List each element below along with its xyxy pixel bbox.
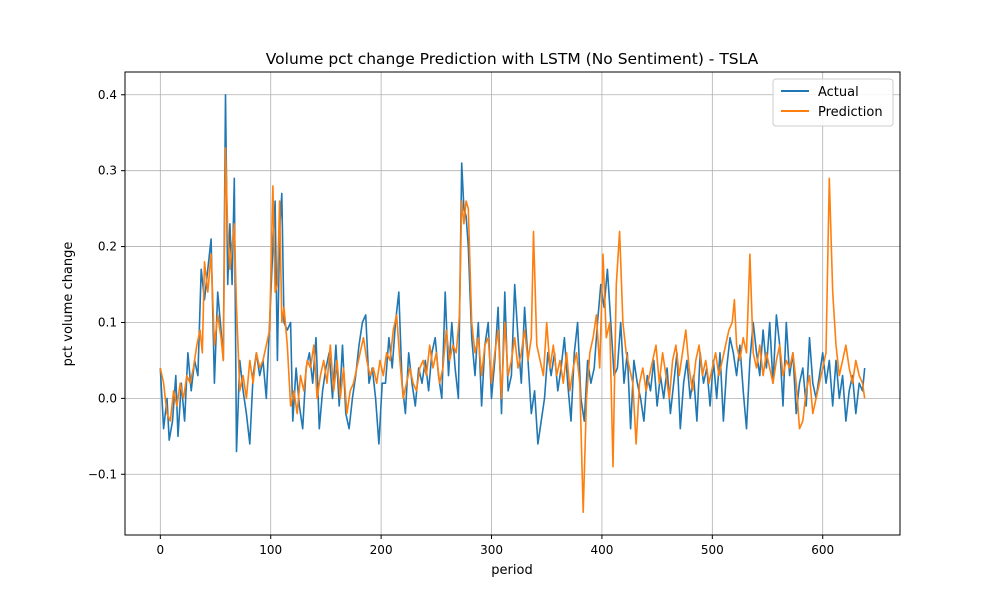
- x-tick-label: 300: [480, 543, 503, 557]
- x-tick-label: 600: [811, 543, 834, 557]
- x-tick-label: 0: [157, 543, 165, 557]
- x-tick-label: 100: [259, 543, 282, 557]
- chart-title: Volume pct change Prediction with LSTM (…: [266, 50, 759, 68]
- series-lines: [159, 94, 866, 514]
- x-axis-ticks: 0 100 200 300 400 500 600: [157, 535, 834, 557]
- y-tick-label: 0.1: [98, 315, 117, 329]
- y-tick-label: 0.0: [98, 391, 117, 405]
- x-tick-label: 500: [701, 543, 724, 557]
- series-line-prediction: [159, 147, 866, 514]
- y-tick-label: 0.2: [98, 240, 117, 254]
- plot-frame: [124, 71, 901, 536]
- x-tick-label: 400: [590, 543, 613, 557]
- y-tick-label: 0.4: [98, 88, 117, 102]
- y-axis-title: pct volume change: [61, 242, 76, 367]
- x-tick-label: 200: [370, 543, 393, 557]
- legend: Actual Prediction: [772, 78, 894, 127]
- legend-label-actual: Actual: [818, 85, 859, 100]
- y-tick-label: −0.1: [88, 467, 117, 481]
- legend-label-prediction: Prediction: [818, 105, 883, 120]
- y-axis-ticks: −0.1 0.0 0.1 0.2 0.3 0.4: [88, 88, 125, 481]
- x-axis-title: period: [491, 563, 532, 578]
- y-tick-label: 0.3: [98, 164, 117, 178]
